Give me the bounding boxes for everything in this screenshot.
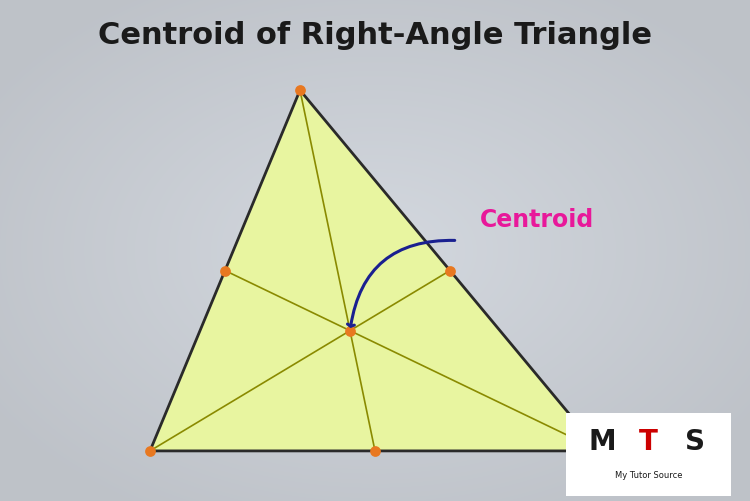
Point (294, 86, 306, 94)
Polygon shape (150, 90, 600, 451)
Text: S: S (685, 428, 705, 456)
Point (594, 447, 606, 455)
Text: T: T (639, 428, 658, 456)
Text: Centroid of Right-Angle Triangle: Centroid of Right-Angle Triangle (98, 21, 652, 50)
Point (144, 447, 156, 455)
Text: Centroid: Centroid (480, 208, 594, 232)
Point (369, 447, 381, 455)
FancyBboxPatch shape (556, 408, 741, 501)
Text: My Tutor Source: My Tutor Source (615, 471, 682, 480)
Text: M: M (589, 428, 616, 456)
Point (219, 267, 231, 275)
Point (344, 327, 356, 335)
Point (444, 267, 456, 275)
